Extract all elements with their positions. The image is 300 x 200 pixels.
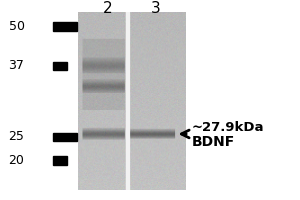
Text: 25: 25 <box>9 130 24 143</box>
Bar <box>52 62 67 70</box>
Bar <box>52 156 67 165</box>
Bar <box>52 22 76 31</box>
Text: ~27.9kDa: ~27.9kDa <box>192 121 265 134</box>
Text: 20: 20 <box>9 154 24 167</box>
Bar <box>52 133 76 141</box>
Text: BDNF: BDNF <box>192 135 235 149</box>
Text: 37: 37 <box>9 59 24 72</box>
Text: 2: 2 <box>103 1 113 16</box>
Text: 3: 3 <box>151 1 161 16</box>
Text: 50: 50 <box>8 20 25 33</box>
